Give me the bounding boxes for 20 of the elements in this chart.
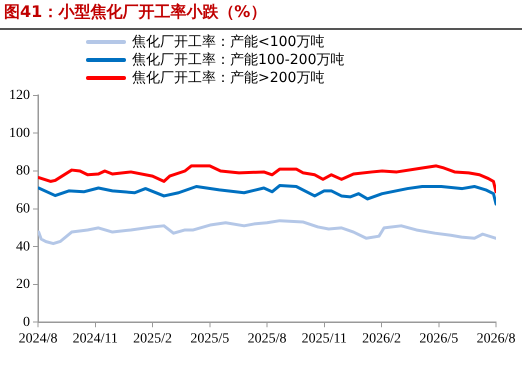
x-tick-label: 2024/8 [18,331,58,346]
y-tick-label: 120 [9,88,30,104]
y-tick-label: 20 [16,277,30,292]
y-tick-label: 40 [16,239,30,254]
y-tick-label: 0 [23,314,30,330]
legend-label: 焦化厂开工率：产能<100万吨 [132,33,324,51]
y-tick-label: 60 [16,201,30,216]
x-tick-label: 2025/11 [302,331,347,346]
y-tick-label: 100 [9,126,30,141]
y-tick-label: 80 [16,164,30,179]
x-tick-label: 2024/11 [72,331,118,346]
chart-title: 图41：小型焦化厂开工率小跌（%） [4,2,266,23]
x-tick-label: 2026/2 [362,331,401,346]
x-tick-label: 2025/5 [190,331,230,346]
x-tick-label: 2025/8 [248,331,286,346]
x-tick-label: 2026/5 [419,331,458,346]
x-tick-label: 2026/8 [476,331,516,346]
legend-label: 焦化厂开工率：产能>200万吨 [132,69,324,87]
x-tick-label: 2025/2 [133,331,172,346]
legend-label: 焦化厂开工率：产能100-200万吨 [132,51,344,69]
